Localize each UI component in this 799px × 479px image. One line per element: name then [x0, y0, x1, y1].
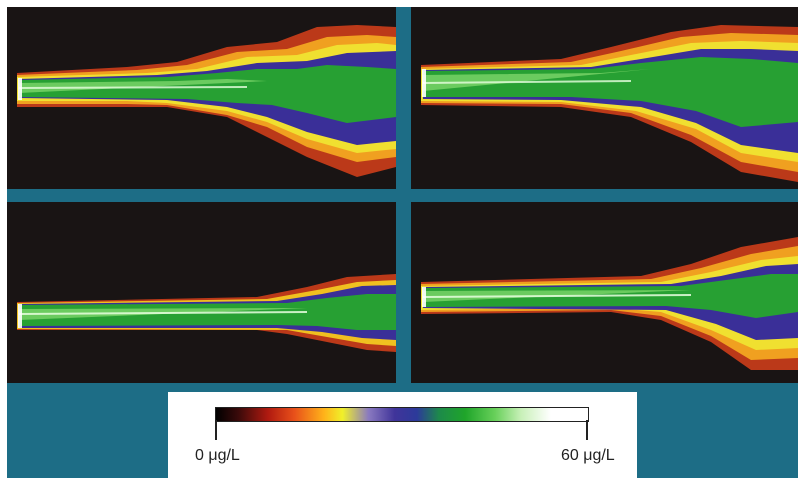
jet-image-top-right: [421, 25, 798, 182]
jet-image-bottom-right: [421, 237, 798, 370]
colorbar-min-tick: [215, 420, 217, 440]
jet-panel-top-right: [411, 7, 798, 189]
colorbar-min-label: 0 μg/L: [195, 447, 240, 464]
jet-image-top-left: [17, 25, 396, 177]
colorbar-max-label: 60 μg/L: [561, 447, 615, 464]
jet-panel-bottom-right: [411, 202, 798, 383]
jet-panel-bottom-left: [7, 202, 396, 383]
colorbar-max-tick: [586, 420, 588, 440]
colorbar-legend: 0 μg/L 60 μg/L: [168, 392, 637, 478]
jet-panel-top-left: [7, 7, 396, 189]
colorbar-gradient: [215, 407, 589, 422]
figure-frame: 0 μg/L 60 μg/L: [7, 7, 798, 478]
jet-image-bottom-left: [17, 274, 396, 352]
